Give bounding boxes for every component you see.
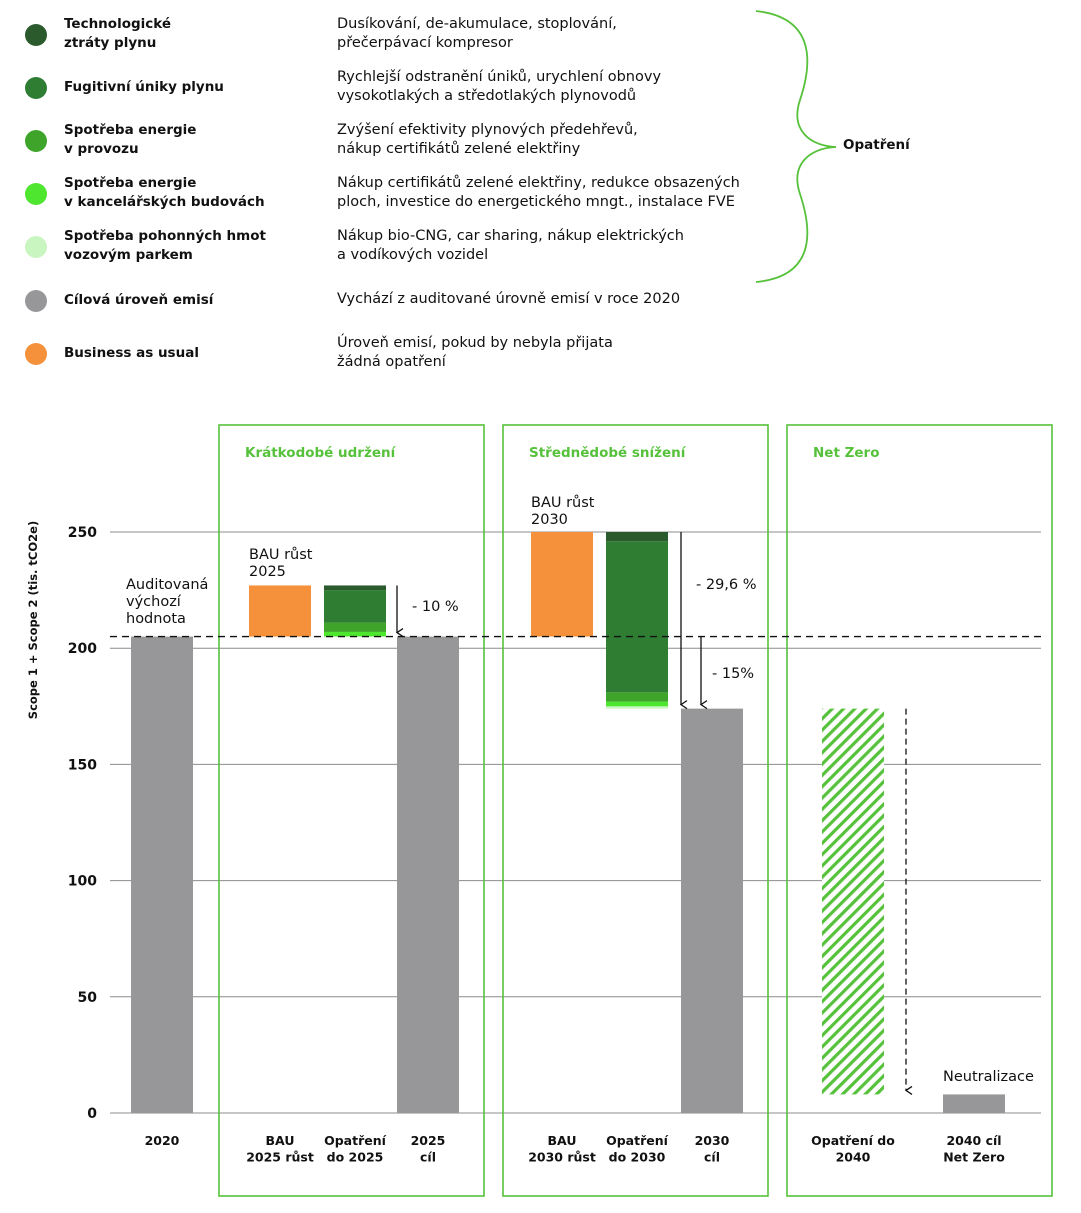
legend-swatch xyxy=(25,77,47,99)
y-tick-label: 100 xyxy=(68,874,97,890)
annotation-label: BAU růst 2030 xyxy=(531,495,595,528)
x-category-label: BAU 2025 růst xyxy=(246,1133,314,1165)
bar-segment xyxy=(531,532,593,637)
bar-segment xyxy=(822,708,884,1095)
bar-segment xyxy=(324,622,386,632)
bar-segment xyxy=(943,1094,1005,1113)
legend-swatch xyxy=(25,236,47,258)
x-category-label: Opatření do 2030 xyxy=(606,1133,669,1165)
legend-swatch xyxy=(25,183,47,205)
legend-item-description: Vychází z auditované úrovně emisí v roce… xyxy=(337,291,681,308)
y-axis-label: Scope 1 + Scope 2 (tis. tCO2e) xyxy=(26,521,40,719)
x-category-label: 2020 xyxy=(145,1133,180,1148)
bar-segment xyxy=(397,636,459,1113)
legend-item-description: Nákup bio-CNG, car sharing, nákup elektr… xyxy=(337,227,684,264)
annotation-label: BAU růst 2025 xyxy=(249,547,313,580)
section-box xyxy=(502,424,769,1197)
y-tick-label: 50 xyxy=(78,990,98,1006)
section-title: Střednědobé snížení xyxy=(529,445,687,461)
legend-item-name: Spotřeba pohonných hmot vozovým parkem xyxy=(64,228,266,263)
bar-segment xyxy=(606,692,668,702)
bar-segment xyxy=(324,590,386,623)
annotation-label: - 15% xyxy=(712,666,754,682)
x-category-label: 2030 cíl xyxy=(695,1133,730,1165)
section-title: Krátkodobé udržení xyxy=(245,445,397,461)
annotation-label: - 10 % xyxy=(412,599,459,615)
bar-segment xyxy=(606,706,668,709)
legend-item-name: Spotřeba energie v kancelářských budovác… xyxy=(64,175,265,210)
legend-item-description: Rychlejší odstranění úniků, urychlení ob… xyxy=(337,68,662,105)
section-box xyxy=(786,424,1053,1197)
legend-item-description: Úroveň emisí, pokud by nebyla přijata žá… xyxy=(337,334,613,371)
measures-brace-label: Opatření xyxy=(843,137,910,153)
legend-item-description: Zvýšení efektivity plynových předehřevů,… xyxy=(337,121,638,158)
annotation-label: Neutralizace xyxy=(943,1069,1034,1085)
section-box xyxy=(218,424,485,1197)
x-category-label: BAU 2030 růst xyxy=(528,1133,596,1165)
legend-item-description: Nákup certifikátů zelené elektřiny, redu… xyxy=(337,174,740,211)
legend-swatch xyxy=(25,24,47,46)
bar-segment xyxy=(606,532,668,542)
legend-item-name: Business as usual xyxy=(64,344,199,361)
x-category-label: Opatření do 2040 xyxy=(811,1133,895,1165)
annotation-label: Auditovaná výchozí hodnota xyxy=(126,577,208,627)
annotation-label: - 29,6 % xyxy=(696,577,757,593)
legend-swatch xyxy=(25,290,47,312)
bar-segment xyxy=(249,585,311,637)
bar-segment xyxy=(324,585,386,591)
bar-segment xyxy=(324,631,386,637)
bar-segment xyxy=(606,701,668,707)
legend-item-name: Cílová úroveň emisí xyxy=(64,291,214,308)
y-tick-label: 0 xyxy=(87,1106,97,1122)
x-category-label: 2040 cíl Net Zero xyxy=(943,1133,1005,1165)
measures-brace xyxy=(755,10,837,283)
y-tick-label: 150 xyxy=(68,757,97,773)
section-title: Net Zero xyxy=(813,445,880,461)
y-tick-label: 200 xyxy=(68,641,97,657)
legend-item-name: Fugitivní úniky plynu xyxy=(64,78,224,95)
legend-swatch xyxy=(25,130,47,152)
x-category-label: Opatření do 2025 xyxy=(324,1133,387,1165)
bar-segment xyxy=(681,708,743,1113)
x-category-label: 2025 cíl xyxy=(411,1133,446,1165)
legend-item-name: Technologické ztráty plynu xyxy=(64,16,172,51)
legend-swatch xyxy=(25,343,47,365)
y-tick-label: 250 xyxy=(68,525,97,541)
bar-segment xyxy=(131,636,193,1113)
bar-segment xyxy=(606,541,668,693)
legend-item-description: Dusíkování, de-akumulace, stoplování, př… xyxy=(337,15,617,52)
legend-item-name: Spotřeba energie v provozu xyxy=(64,122,197,157)
